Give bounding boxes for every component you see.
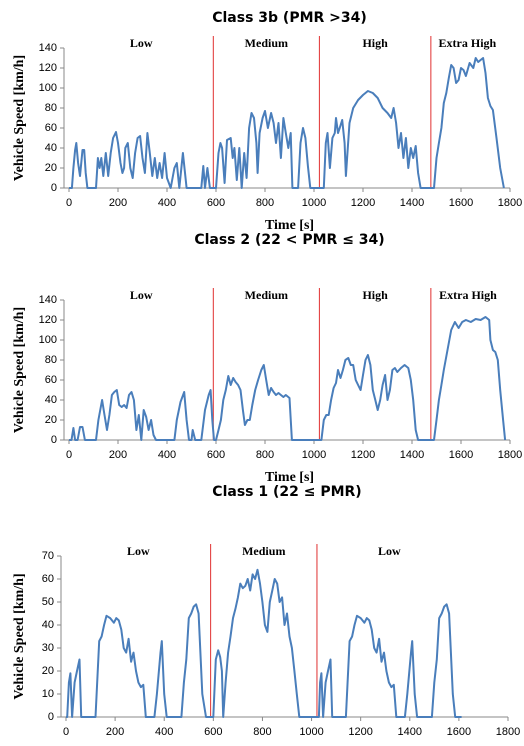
speed-line	[66, 568, 462, 718]
phase-label: Low	[130, 288, 153, 302]
y-tick-label: 60	[45, 374, 57, 386]
phase-label: Low	[127, 544, 150, 558]
y-tick-label: 100	[39, 82, 57, 94]
x-tick-label: 800	[256, 449, 274, 461]
y-tick-label: 40	[45, 394, 57, 406]
x-tick-label: 1200	[348, 726, 372, 738]
x-tick-label: 1000	[302, 197, 326, 209]
x-tick-label: 1600	[449, 449, 473, 461]
phase-label: Medium	[242, 544, 285, 558]
y-tick-label: 120	[39, 62, 57, 74]
y-tick-label: 0	[51, 434, 57, 446]
y-tick-label: 0	[48, 711, 54, 723]
x-tick-label: 400	[158, 197, 176, 209]
x-tick-label: 1000	[302, 449, 326, 461]
chart-title: Class 1 (22 ≤ PMR)	[212, 484, 361, 500]
y-tick-label: 40	[45, 142, 57, 154]
x-tick-label: 1000	[299, 726, 323, 738]
x-tick-label: 1400	[400, 197, 424, 209]
y-axis-label: Vehicle Speed [km/h]	[12, 307, 27, 433]
x-tick-label: 1800	[498, 197, 522, 209]
phase-label: Medium	[245, 36, 288, 50]
x-tick-label: 1400	[400, 449, 424, 461]
chart-title: Class 3b (PMR >34)	[212, 10, 367, 26]
x-tick-label: 600	[207, 449, 225, 461]
y-tick-label: 20	[42, 665, 54, 677]
phase-label: Low	[378, 544, 401, 558]
x-tick-label: 1800	[498, 449, 522, 461]
y-tick-label: 0	[51, 182, 57, 194]
x-axis-label: Time [s]	[265, 218, 314, 233]
x-tick-label: 400	[155, 726, 173, 738]
phase-label: Low	[130, 36, 153, 50]
y-tick-label: 60	[42, 573, 54, 585]
y-axis-label: Vehicle Speed [km/h]	[12, 573, 27, 699]
speed-line	[69, 57, 505, 189]
x-tick-label: 200	[109, 449, 127, 461]
y-tick-label: 80	[45, 102, 57, 114]
x-tick-label: 600	[207, 197, 225, 209]
y-tick-label: 20	[45, 162, 57, 174]
y-tick-label: 60	[45, 122, 57, 134]
y-tick-label: 120	[39, 314, 57, 326]
y-tick-label: 70	[42, 550, 54, 562]
x-tick-label: 800	[253, 726, 271, 738]
phase-label: High	[362, 288, 388, 302]
x-tick-label: 1200	[351, 449, 375, 461]
x-tick-label: 0	[63, 726, 69, 738]
speed-line	[69, 316, 507, 441]
y-axis-label: Vehicle Speed [km/h]	[12, 55, 27, 181]
x-tick-label: 400	[158, 449, 176, 461]
x-tick-label: 1200	[351, 197, 375, 209]
y-tick-label: 10	[42, 688, 54, 700]
x-tick-label: 1800	[496, 726, 520, 738]
y-tick-label: 40	[42, 619, 54, 631]
x-tick-label: 800	[256, 197, 274, 209]
x-tick-label: 0	[66, 449, 72, 461]
x-tick-label: 0	[66, 197, 72, 209]
phase-label: High	[362, 36, 388, 50]
y-tick-label: 30	[42, 642, 54, 654]
x-tick-label: 1600	[449, 197, 473, 209]
x-tick-label: 600	[204, 726, 222, 738]
x-tick-label: 1400	[398, 726, 422, 738]
y-tick-label: 80	[45, 354, 57, 366]
phase-label: Extra High	[439, 36, 497, 50]
x-tick-label: 1600	[447, 726, 471, 738]
y-tick-label: 50	[42, 596, 54, 608]
x-axis-label: Time [s]	[265, 470, 314, 485]
y-tick-label: 140	[39, 42, 57, 54]
y-tick-label: 140	[39, 294, 57, 306]
phase-label: Extra High	[439, 288, 497, 302]
y-tick-label: 100	[39, 334, 57, 346]
y-tick-label: 20	[45, 414, 57, 426]
x-tick-label: 200	[109, 197, 127, 209]
phase-label: Medium	[245, 288, 288, 302]
x-tick-label: 200	[106, 726, 124, 738]
chart-title: Class 2 (22 < PMR ≤ 34)	[194, 232, 384, 248]
